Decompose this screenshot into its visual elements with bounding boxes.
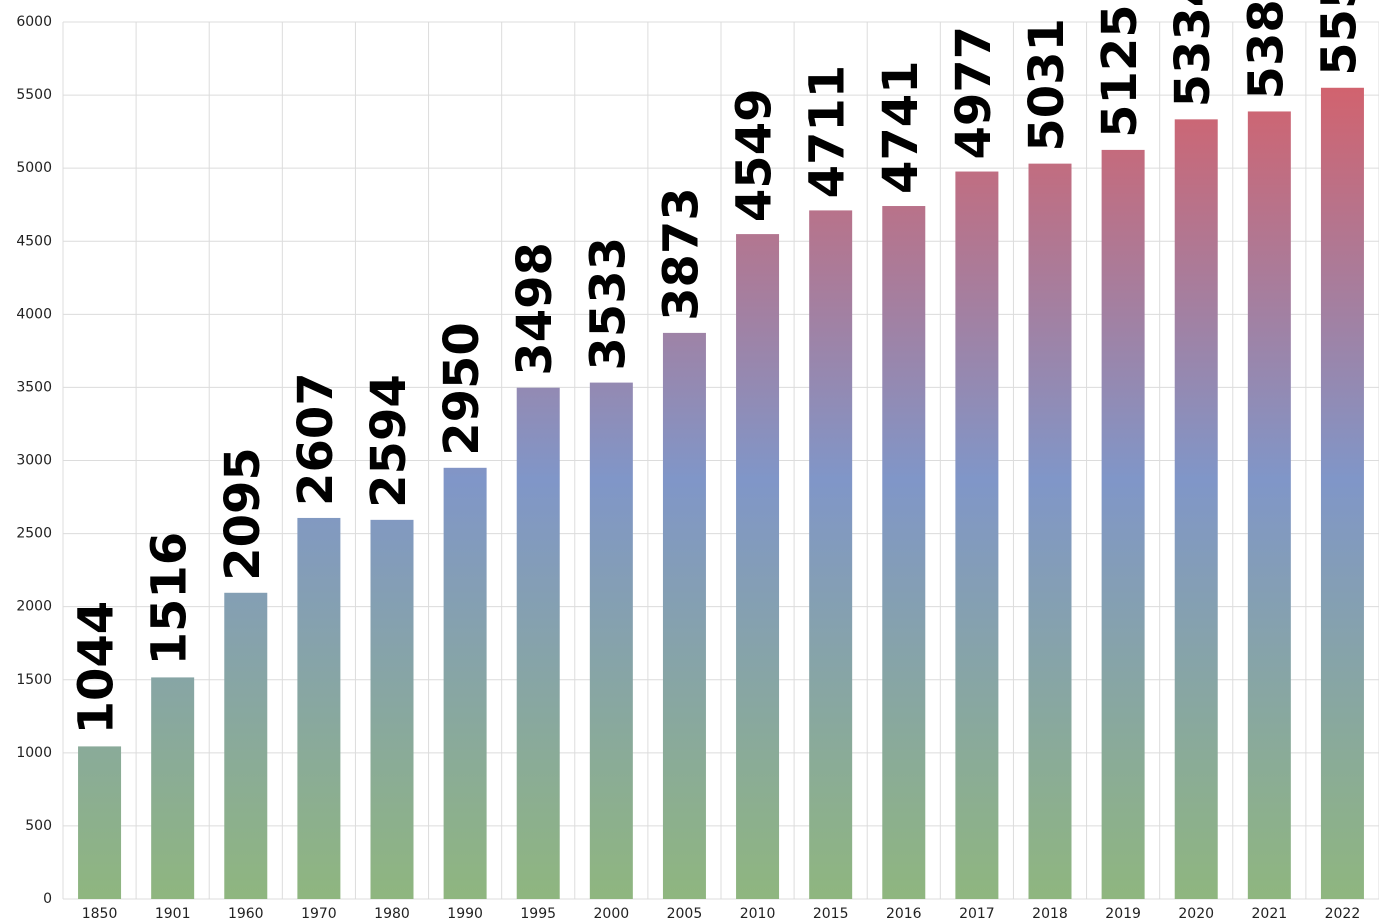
x-tick-label: 1980 [374,906,410,922]
x-tick-label: 1990 [447,906,483,922]
y-tick-label: 2000 [16,599,52,615]
bar [662,332,706,900]
value-label: 1516 [142,532,198,666]
bar [809,210,853,900]
y-tick-label: 5500 [16,87,52,103]
value-label: 2594 [361,374,417,508]
x-tick-label: 2017 [959,906,995,922]
y-tick-label: 1000 [16,745,52,761]
value-label: 4711 [800,65,856,199]
bar [882,206,926,900]
value-label: 5550 [1311,0,1367,76]
y-tick-label: 5000 [16,160,52,176]
x-tick-label: 2019 [1105,906,1141,922]
value-label: 2095 [215,447,271,581]
y-tick-label: 3000 [16,453,52,469]
y-tick-label: 3500 [16,379,52,395]
y-tick-label: 4500 [16,233,52,249]
x-tick-label: 2016 [886,906,922,922]
x-tick-label: 2015 [813,906,849,922]
bar [955,171,999,899]
bar [1101,149,1145,900]
bar [1247,111,1291,900]
bar [224,592,268,899]
value-label: 5031 [1019,18,1075,152]
bar [151,677,195,899]
bar [78,746,122,899]
value-label: 5388 [1238,0,1294,99]
y-tick-label: 0 [43,891,52,907]
value-label: 4977 [946,26,1002,160]
bar [736,234,780,899]
x-tick-label: 1850 [82,906,118,922]
bar [297,517,341,899]
bar [516,387,560,899]
value-label: 4549 [727,88,783,222]
x-tick-label: 2021 [1252,906,1288,922]
value-label: 3498 [507,242,563,376]
x-tick-label: 2005 [667,906,703,922]
y-tick-label: 2500 [16,526,52,542]
x-tick-label: 2010 [740,906,776,922]
bar [1174,119,1218,900]
value-label: 2607 [288,372,344,506]
bar [1028,163,1072,899]
value-label: 5334 [1165,0,1221,107]
x-tick-label: 2018 [1032,906,1068,922]
value-label: 5125 [1092,4,1148,138]
y-tick-label: 4000 [16,306,52,322]
x-tick-label: 1901 [155,906,191,922]
x-tick-label: 2022 [1325,906,1361,922]
value-label: 2950 [434,322,490,456]
y-tick-label: 500 [25,818,52,834]
bar [1320,87,1364,899]
x-tick-label: 1995 [520,906,556,922]
y-tick-label: 1500 [16,672,52,688]
bar [589,382,633,900]
x-tick-label: 2000 [594,906,630,922]
value-label: 4741 [873,60,929,194]
bar [443,467,487,899]
value-label: 1044 [69,601,125,735]
y-tick-label: 6000 [16,14,52,30]
value-label: 3873 [653,187,709,321]
x-tick-label: 1960 [228,906,264,922]
x-tick-label: 1970 [301,906,337,922]
bar [370,519,414,899]
x-tick-label: 2020 [1178,906,1214,922]
value-label: 3533 [580,237,636,371]
